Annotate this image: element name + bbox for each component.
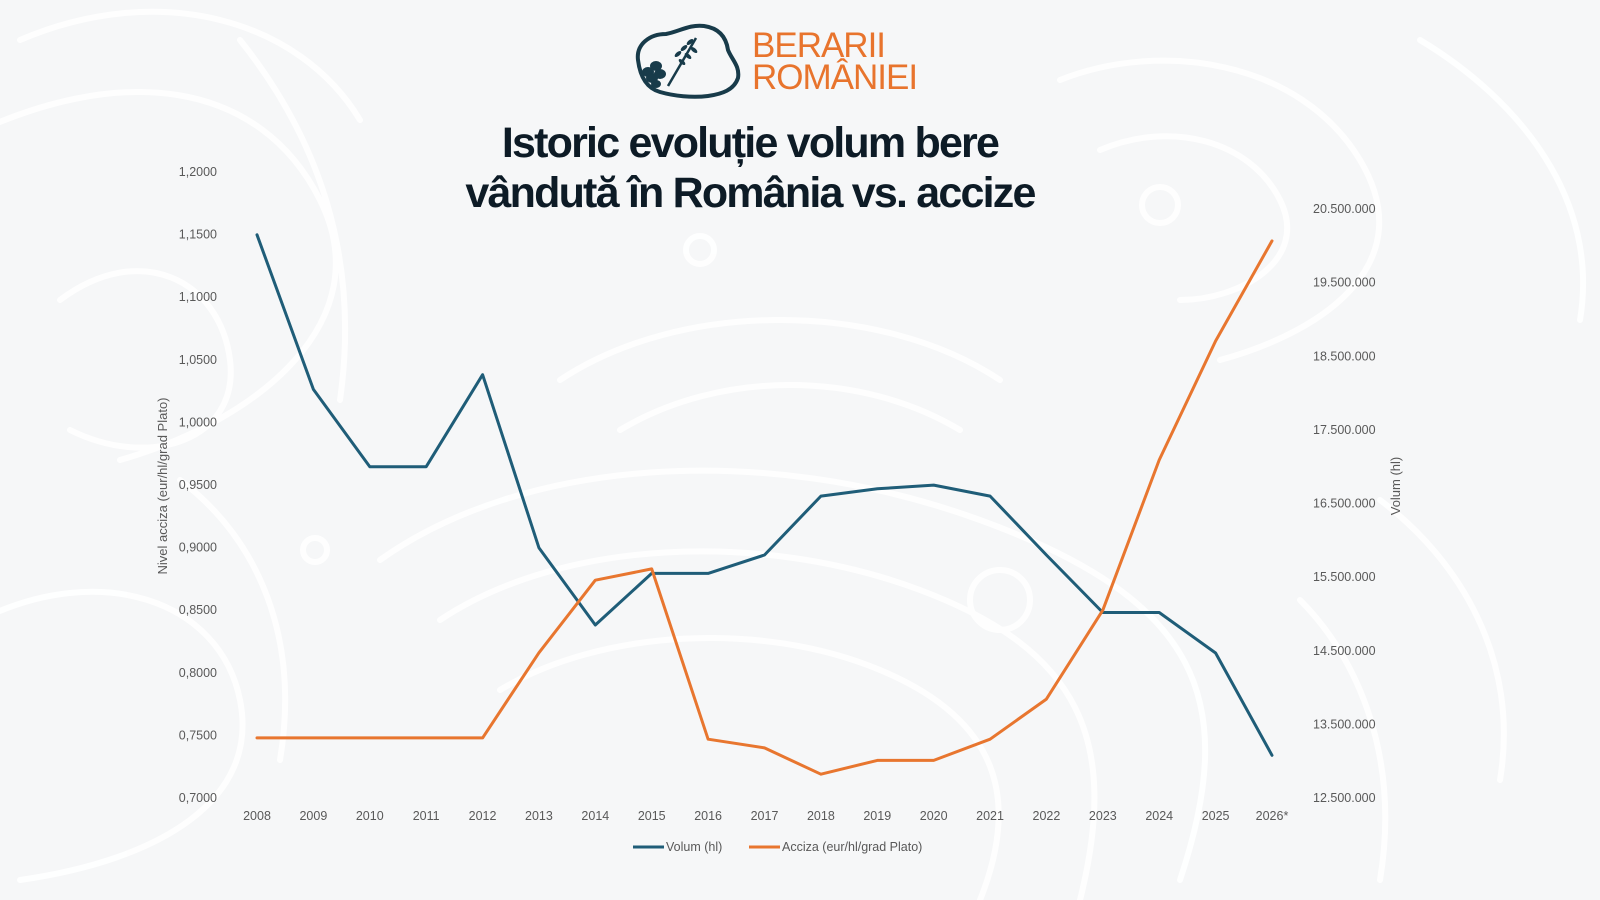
- x-tick-label: 2011: [413, 809, 440, 823]
- x-tick-label: 2017: [751, 809, 779, 823]
- x-tick-label: 2018: [807, 809, 835, 823]
- right-axis-ticks: 12.500.000 13.500.000 14.500.000 15.500.000…: [1313, 202, 1376, 805]
- x-tick-label: 2013: [525, 809, 553, 823]
- left-tick-label: 1,1500: [179, 228, 217, 242]
- x-tick-label: 2012: [469, 809, 497, 823]
- left-tick-label: 1,0000: [179, 415, 217, 429]
- chart-title-line-2: vândută în România vs. accize: [465, 169, 1036, 217]
- left-tick-label: 0,7000: [179, 791, 217, 805]
- x-tick-label: 2019: [863, 809, 891, 823]
- left-tick-label: 0,8000: [179, 666, 217, 680]
- left-tick-label: 0,8500: [179, 603, 217, 617]
- brand-line-1: BERARII: [752, 26, 886, 65]
- left-tick-label: 0,9000: [179, 541, 217, 555]
- left-axis-ticks: 0,7000 0,7500 0,8000 0,8500 0,9000 0,9500 1,00…: [179, 165, 217, 805]
- right-tick-label: 17.500.000: [1313, 423, 1376, 437]
- series-layer: [255, 233, 1274, 776]
- legend-item-volum: Volum (hl): [633, 840, 722, 854]
- x-tick-label: 2022: [1033, 809, 1061, 823]
- left-tick-label: 1,2000: [179, 165, 217, 179]
- left-axis-title: Nivel acciza (eur/hl/grad Plato): [155, 397, 170, 574]
- x-tick-label: 2026*: [1256, 809, 1289, 823]
- right-tick-label: 12.500.000: [1313, 791, 1376, 805]
- x-tick-label: 2021: [976, 809, 1004, 823]
- legend-label: Volum (hl): [666, 840, 722, 854]
- left-tick-label: 1,0500: [179, 353, 217, 367]
- x-tick-label: 2016: [694, 809, 722, 823]
- brand-line-2: ROMÂNIEI: [752, 58, 918, 97]
- chart-title: Istoric evoluție volum bere vândută în R…: [300, 118, 1200, 218]
- right-tick-label: 14.500.000: [1313, 644, 1376, 658]
- right-tick-label: 16.500.000: [1313, 497, 1376, 511]
- x-axis-ticks: 2008 2009 2010 2011 2012 2013 2014 2015 2016 2017…: [243, 809, 1288, 823]
- x-tick-label: 2023: [1089, 809, 1117, 823]
- legend: Volum (hl) Acciza (eur/hl/grad Plato): [633, 840, 922, 854]
- brand-name: BERARII ROMÂNIEI: [752, 26, 918, 97]
- right-tick-label: 15.500.000: [1313, 570, 1376, 584]
- right-axis-title: Volum (hl): [1388, 457, 1403, 516]
- right-tick-label: 20.500.000: [1313, 202, 1376, 216]
- right-tick-label: 18.500.000: [1313, 349, 1376, 363]
- x-tick-label: 2009: [299, 809, 327, 823]
- x-tick-label: 2008: [243, 809, 271, 823]
- x-tick-label: 2014: [581, 809, 609, 823]
- romania-map-hop-wheat-icon: [635, 23, 741, 99]
- x-tick-label: 2010: [356, 809, 384, 823]
- brand-logo: BERARII ROMÂNIEI: [628, 20, 918, 102]
- right-tick-label: 19.500.000: [1313, 276, 1376, 290]
- series-line-acciza: [255, 239, 1274, 776]
- chart-title-line-1: Istoric evoluție volum bere: [501, 119, 1000, 167]
- right-tick-label: 13.500.000: [1313, 717, 1376, 731]
- legend-item-acciza: Acciza (eur/hl/grad Plato): [749, 840, 922, 854]
- left-tick-label: 1,1000: [179, 290, 217, 304]
- x-tick-label: 2020: [920, 809, 948, 823]
- x-tick-label: 2024: [1145, 809, 1173, 823]
- series-line-volum: [255, 233, 1274, 757]
- legend-label: Acciza (eur/hl/grad Plato): [782, 840, 922, 854]
- left-tick-label: 0,7500: [179, 728, 217, 742]
- x-tick-label: 2015: [638, 809, 666, 823]
- left-tick-label: 0,9500: [179, 478, 217, 492]
- x-tick-label: 2025: [1202, 809, 1230, 823]
